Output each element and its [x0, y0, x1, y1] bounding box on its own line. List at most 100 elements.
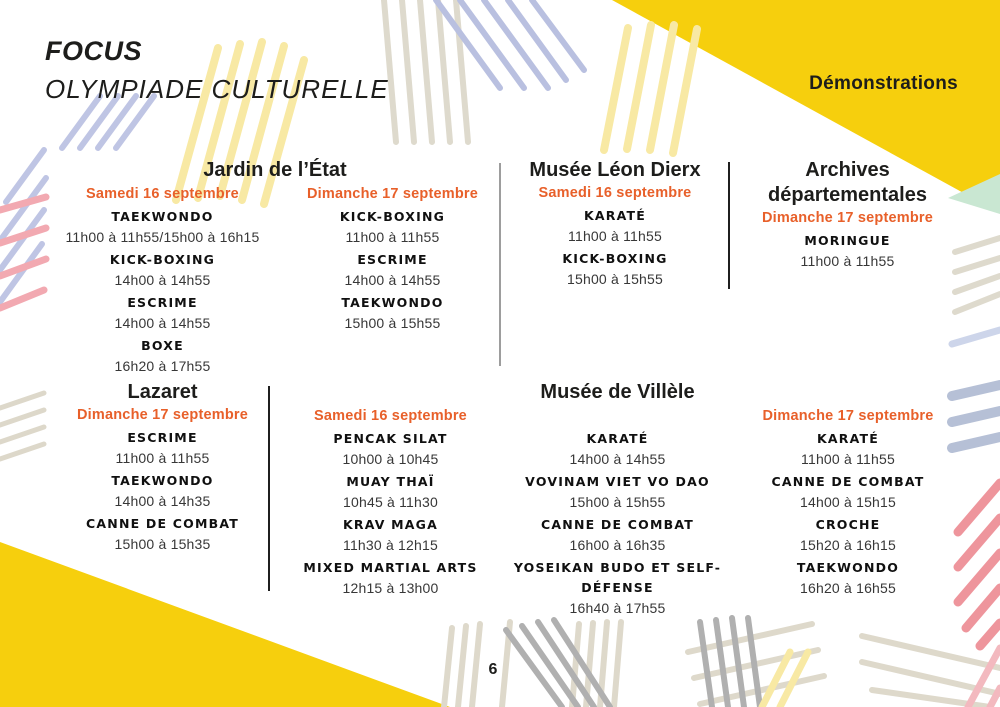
schedule-column-villele-dimanche: Dimanche 17 septembre KARATÉ 11h00 à 11h…: [738, 406, 958, 601]
event-time: 16h20 à 17h55: [114, 358, 211, 374]
event-name: ESCRIME: [357, 252, 428, 267]
event-time: 11h00 à 11h55: [345, 229, 440, 245]
event-time: 12h15 à 13h00: [342, 580, 439, 596]
schedule-event: KRAV MAGA 11h30 à 12h15: [283, 515, 498, 555]
schedule-event: VOVINAM VIET VO DAO 15h00 à 15h55: [505, 472, 730, 512]
schedule-event: KARATÉ 11h00 à 11h55: [738, 429, 958, 469]
schedule-event: KICK-BOXING 14h00 à 14h55: [55, 250, 270, 290]
page-title: FOCUS: [45, 36, 142, 66]
event-name: KARATÉ: [586, 431, 649, 446]
venue-title-jardin: Jardin de l’État: [203, 159, 347, 181]
date-header: Dimanche 17 septembre: [761, 210, 934, 226]
schedule-event: BOXE 16h20 à 17h55: [55, 336, 270, 376]
pink-stripes-left: [0, 193, 50, 312]
mint-triangle: [948, 174, 1000, 214]
event-name: KRAV MAGA: [342, 517, 438, 532]
column-divider: [499, 163, 501, 366]
schedule-event: ESCRIME 14h00 à 14h55: [55, 293, 270, 333]
event-time: 10h45 à 11h30: [343, 494, 438, 510]
schedule-event: CANNE DE COMBAT 14h00 à 15h15: [738, 472, 958, 512]
pink-stripes-bottom-right: [964, 644, 1000, 707]
event-name: TAEKWONDO: [341, 295, 444, 310]
beige-stripes-right: [952, 235, 1000, 315]
event-time: 15h00 à 15h55: [569, 494, 666, 510]
date-header: Samedi 16 septembre: [538, 185, 692, 201]
lavender-stripes: [0, 93, 157, 305]
yellow-stripes-bottom: [758, 648, 812, 707]
schedule-event: ESCRIME 11h00 à 11h55: [55, 428, 270, 468]
schedule-event: TAEKWONDO 16h20 à 16h55: [738, 558, 958, 598]
venue-title-villele: Musée de Villèle: [540, 381, 695, 403]
event-time: 11h30 à 12h15: [343, 537, 438, 553]
schedule-column-jardin-dimanche: Dimanche 17 septembre KICK-BOXING 11h00 …: [285, 184, 500, 336]
event-time: 14h00 à 14h55: [569, 451, 666, 467]
event-time: 15h20 à 16h15: [799, 537, 897, 553]
event-name: ESCRIME: [127, 430, 198, 445]
event-time: 14h00 à 15h15: [799, 494, 897, 510]
schedule-event: KICK-BOXING 15h00 à 15h55: [510, 249, 720, 289]
event-name: TAEKWONDO: [796, 560, 900, 575]
schedule-event: PENCAK SILAT 10h00 à 10h45: [283, 429, 498, 469]
event-time: 15h00 à 15h55: [566, 271, 664, 287]
schedule-event: KARATÉ 14h00 à 14h55: [505, 429, 730, 469]
gray-diagonals-bottom: [503, 615, 763, 707]
date-header: Samedi 16 septembre: [314, 408, 467, 424]
event-name: VOVINAM VIET VO DAO: [525, 474, 710, 489]
yellow-corner-bottom-left: [0, 542, 450, 707]
lavender-bar-right: [948, 326, 1000, 348]
schedule-event: MIXED MARTIAL ARTS 12h15 à 13h00: [283, 558, 498, 598]
event-name: KICK-BOXING: [339, 209, 446, 224]
event-time: 15h00 à 15h35: [114, 536, 211, 552]
venue-title-dierx: Musée Léon Dierx: [529, 159, 701, 181]
event-time: 14h00 à 14h35: [114, 493, 211, 509]
schedule-column-jardin-samedi: Samedi 16 septembre TAEKWONDO 11h00 à 11…: [55, 184, 270, 379]
event-time: 11h00 à 11h55: [801, 451, 895, 467]
event-name: ESCRIME: [127, 295, 198, 310]
event-time: 14h00 à 14h55: [114, 315, 211, 331]
bluegray-bars-right: [947, 380, 1000, 453]
beige-stripes-top: [381, 0, 471, 145]
event-name: KARATÉ: [584, 208, 646, 223]
event-name: CANNE DE COMBAT: [771, 474, 925, 489]
red-stripes-right: [953, 478, 1000, 651]
event-time: 16h40 à 17h55: [569, 600, 666, 616]
event-name: KICK-BOXING: [109, 252, 216, 267]
event-name: MIXED MARTIAL ARTS: [303, 560, 478, 575]
schedule-column-dierx: Musée Léon Dierx Samedi 16 septembre KAR…: [510, 158, 720, 292]
schedule-event: ESCRIME 14h00 à 14h55: [285, 250, 500, 290]
event-name: KICK-BOXING: [562, 251, 668, 266]
schedule-event: CANNE DE COMBAT 15h00 à 15h35: [55, 514, 270, 554]
date-header: Samedi 16 septembre: [86, 186, 239, 202]
event-time: 11h00 à 11h55: [568, 228, 662, 244]
schedule-column-archives: Archives départementales Dimanche 17 sep…: [740, 158, 955, 274]
schedule-column-villele-samedi: Samedi 16 septembre PENCAK SILAT 10h00 à…: [283, 406, 498, 601]
event-time: 11h00 à 11h55/15h00 à 16h15: [65, 229, 260, 245]
banner-label: Démonstrations: [809, 73, 958, 94]
event-name: CANNE DE COMBAT: [541, 517, 694, 532]
event-time: 11h00 à 11h55: [115, 450, 210, 466]
date-header: Dimanche 17 septembre: [76, 407, 249, 423]
yellow-corner-top-right: [612, 0, 1000, 213]
schedule-event: TAEKWONDO 11h00 à 11h55/15h00 à 16h15: [55, 207, 270, 247]
event-name: BOXE: [141, 338, 184, 353]
schedule-event: CROCHE 15h20 à 16h15: [738, 515, 958, 555]
schedule-column-lazaret: Lazaret Dimanche 17 septembre ESCRIME 11…: [55, 380, 270, 557]
blue-stripes-top: [433, 0, 587, 91]
page-number: 6: [488, 661, 498, 678]
pale-yellow-stripes: [172, 21, 701, 208]
schedule-event: TAEKWONDO 14h00 à 14h35: [55, 471, 270, 511]
schedule-column-villele-middle: KARATÉ 14h00 à 14h55 VOVINAM VIET VO DAO…: [505, 429, 730, 621]
schedule-event: KARATÉ 11h00 à 11h55: [510, 206, 720, 246]
schedule-event: CANNE DE COMBAT 16h00 à 16h35: [505, 515, 730, 555]
venue-title-lazaret: Lazaret: [127, 381, 198, 403]
event-time: 14h00 à 14h55: [114, 272, 211, 288]
event-name: CANNE DE COMBAT: [86, 516, 239, 531]
event-name: YOSEIKAN BUDO ET SELF-DÉFENSE: [513, 560, 722, 595]
schedule-event: MORINGUE 11h00 à 11h55: [740, 231, 955, 271]
event-time: 16h20 à 16h55: [799, 580, 897, 596]
event-name: TAEKWONDO: [111, 209, 214, 224]
beige-stripes-left: [0, 390, 47, 462]
event-name: KARATÉ: [817, 431, 879, 446]
